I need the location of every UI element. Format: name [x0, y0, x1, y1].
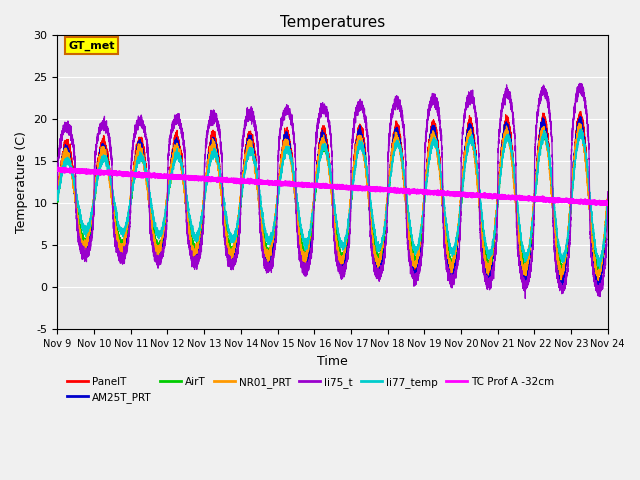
Y-axis label: Temperature (C): Temperature (C): [15, 132, 28, 233]
Legend: PanelT, AM25T_PRT, AirT, NR01_PRT, li75_t, li77_temp, TC Prof A -32cm: PanelT, AM25T_PRT, AirT, NR01_PRT, li75_…: [63, 372, 559, 407]
X-axis label: Time: Time: [317, 355, 348, 368]
Text: GT_met: GT_met: [68, 41, 115, 51]
Title: Temperatures: Temperatures: [280, 15, 385, 30]
